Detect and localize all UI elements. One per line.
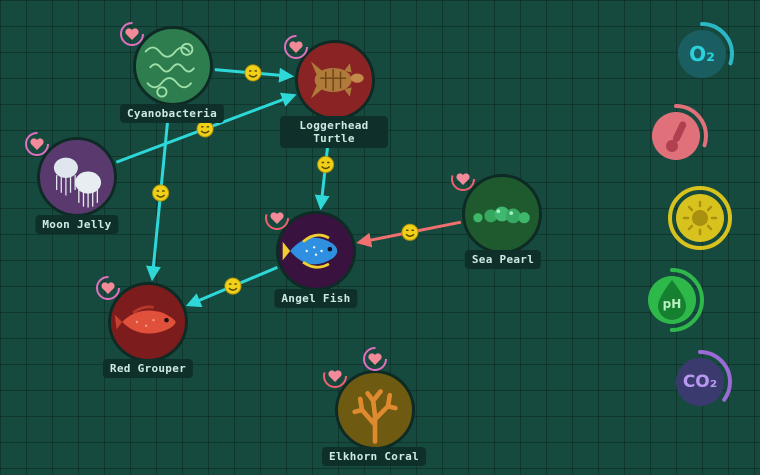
- heart-icon: [320, 361, 350, 391]
- species-label: Moon Jelly: [35, 215, 119, 234]
- ph-drop-icon: [640, 268, 704, 332]
- species-label: Cyanobacteria: [120, 104, 224, 123]
- angelfish-icon: [282, 233, 338, 269]
- thermometer-icon: [644, 104, 708, 168]
- heart-icon: [22, 129, 52, 159]
- heart-icon: [117, 19, 147, 49]
- node-elkhorn-coral[interactable]: [335, 370, 415, 450]
- happy-face-icon: [152, 184, 170, 202]
- heart-icon: [360, 344, 390, 374]
- node-angel-fish[interactable]: [276, 211, 356, 291]
- temperature-meter[interactable]: [642, 102, 710, 170]
- co2-meter[interactable]: CO₂: [666, 348, 734, 416]
- heart-icon: [262, 203, 292, 233]
- heart-icon: [93, 273, 123, 303]
- sea-pearl-icon: [473, 206, 530, 224]
- coral-icon: [352, 389, 398, 444]
- cyanobacteria-icon: [144, 42, 196, 98]
- turtle-icon: [310, 61, 364, 99]
- co2-icon: [668, 350, 732, 414]
- oxygen-meter[interactable]: O₂: [668, 20, 736, 88]
- node-red-grouper[interactable]: [108, 282, 188, 362]
- species-label: Elkhorn Coral: [322, 447, 426, 466]
- happy-face-icon: [317, 156, 335, 174]
- ph-meter[interactable]: pH: [638, 266, 706, 334]
- node-sea-pearl[interactable]: [462, 174, 542, 254]
- sun-icon: [668, 186, 732, 250]
- node-loggerhead-turtle[interactable]: [295, 40, 375, 120]
- species-label: Angel Fish: [274, 289, 358, 308]
- heart-icon: [281, 32, 311, 62]
- species-label: Sea Pearl: [464, 250, 542, 269]
- happy-face-icon: [196, 120, 214, 138]
- oxygen-icon: [670, 22, 734, 86]
- light-meter[interactable]: [666, 184, 734, 252]
- grouper-icon: [114, 305, 176, 334]
- species-label: Loggerhead Turtle: [280, 116, 388, 148]
- happy-face-icon: [244, 64, 262, 82]
- happy-face-icon: [224, 277, 242, 295]
- happy-face-icon: [401, 223, 419, 241]
- species-label: Red Grouper: [102, 359, 194, 378]
- jellyfish-icon: [53, 157, 102, 208]
- heart-icon: [448, 164, 478, 194]
